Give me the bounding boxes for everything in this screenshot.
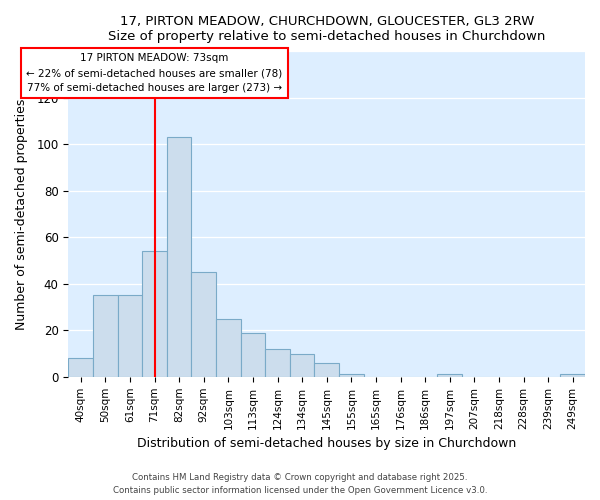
Text: Contains HM Land Registry data © Crown copyright and database right 2025.
Contai: Contains HM Land Registry data © Crown c… <box>113 474 487 495</box>
Bar <box>191 272 216 377</box>
Bar <box>437 374 462 377</box>
Bar <box>142 251 167 377</box>
Bar <box>560 374 585 377</box>
Bar <box>167 137 191 377</box>
Bar <box>93 296 118 377</box>
Bar <box>118 296 142 377</box>
X-axis label: Distribution of semi-detached houses by size in Churchdown: Distribution of semi-detached houses by … <box>137 437 517 450</box>
Bar <box>68 358 93 377</box>
Bar <box>216 318 241 377</box>
Bar <box>265 349 290 377</box>
Bar <box>290 354 314 377</box>
Y-axis label: Number of semi-detached properties: Number of semi-detached properties <box>15 98 28 330</box>
Bar <box>339 374 364 377</box>
Bar <box>314 363 339 377</box>
Title: 17, PIRTON MEADOW, CHURCHDOWN, GLOUCESTER, GL3 2RW
Size of property relative to : 17, PIRTON MEADOW, CHURCHDOWN, GLOUCESTE… <box>108 15 545 43</box>
Bar <box>241 332 265 377</box>
Text: 17 PIRTON MEADOW: 73sqm
← 22% of semi-detached houses are smaller (78)
77% of se: 17 PIRTON MEADOW: 73sqm ← 22% of semi-de… <box>26 54 283 93</box>
